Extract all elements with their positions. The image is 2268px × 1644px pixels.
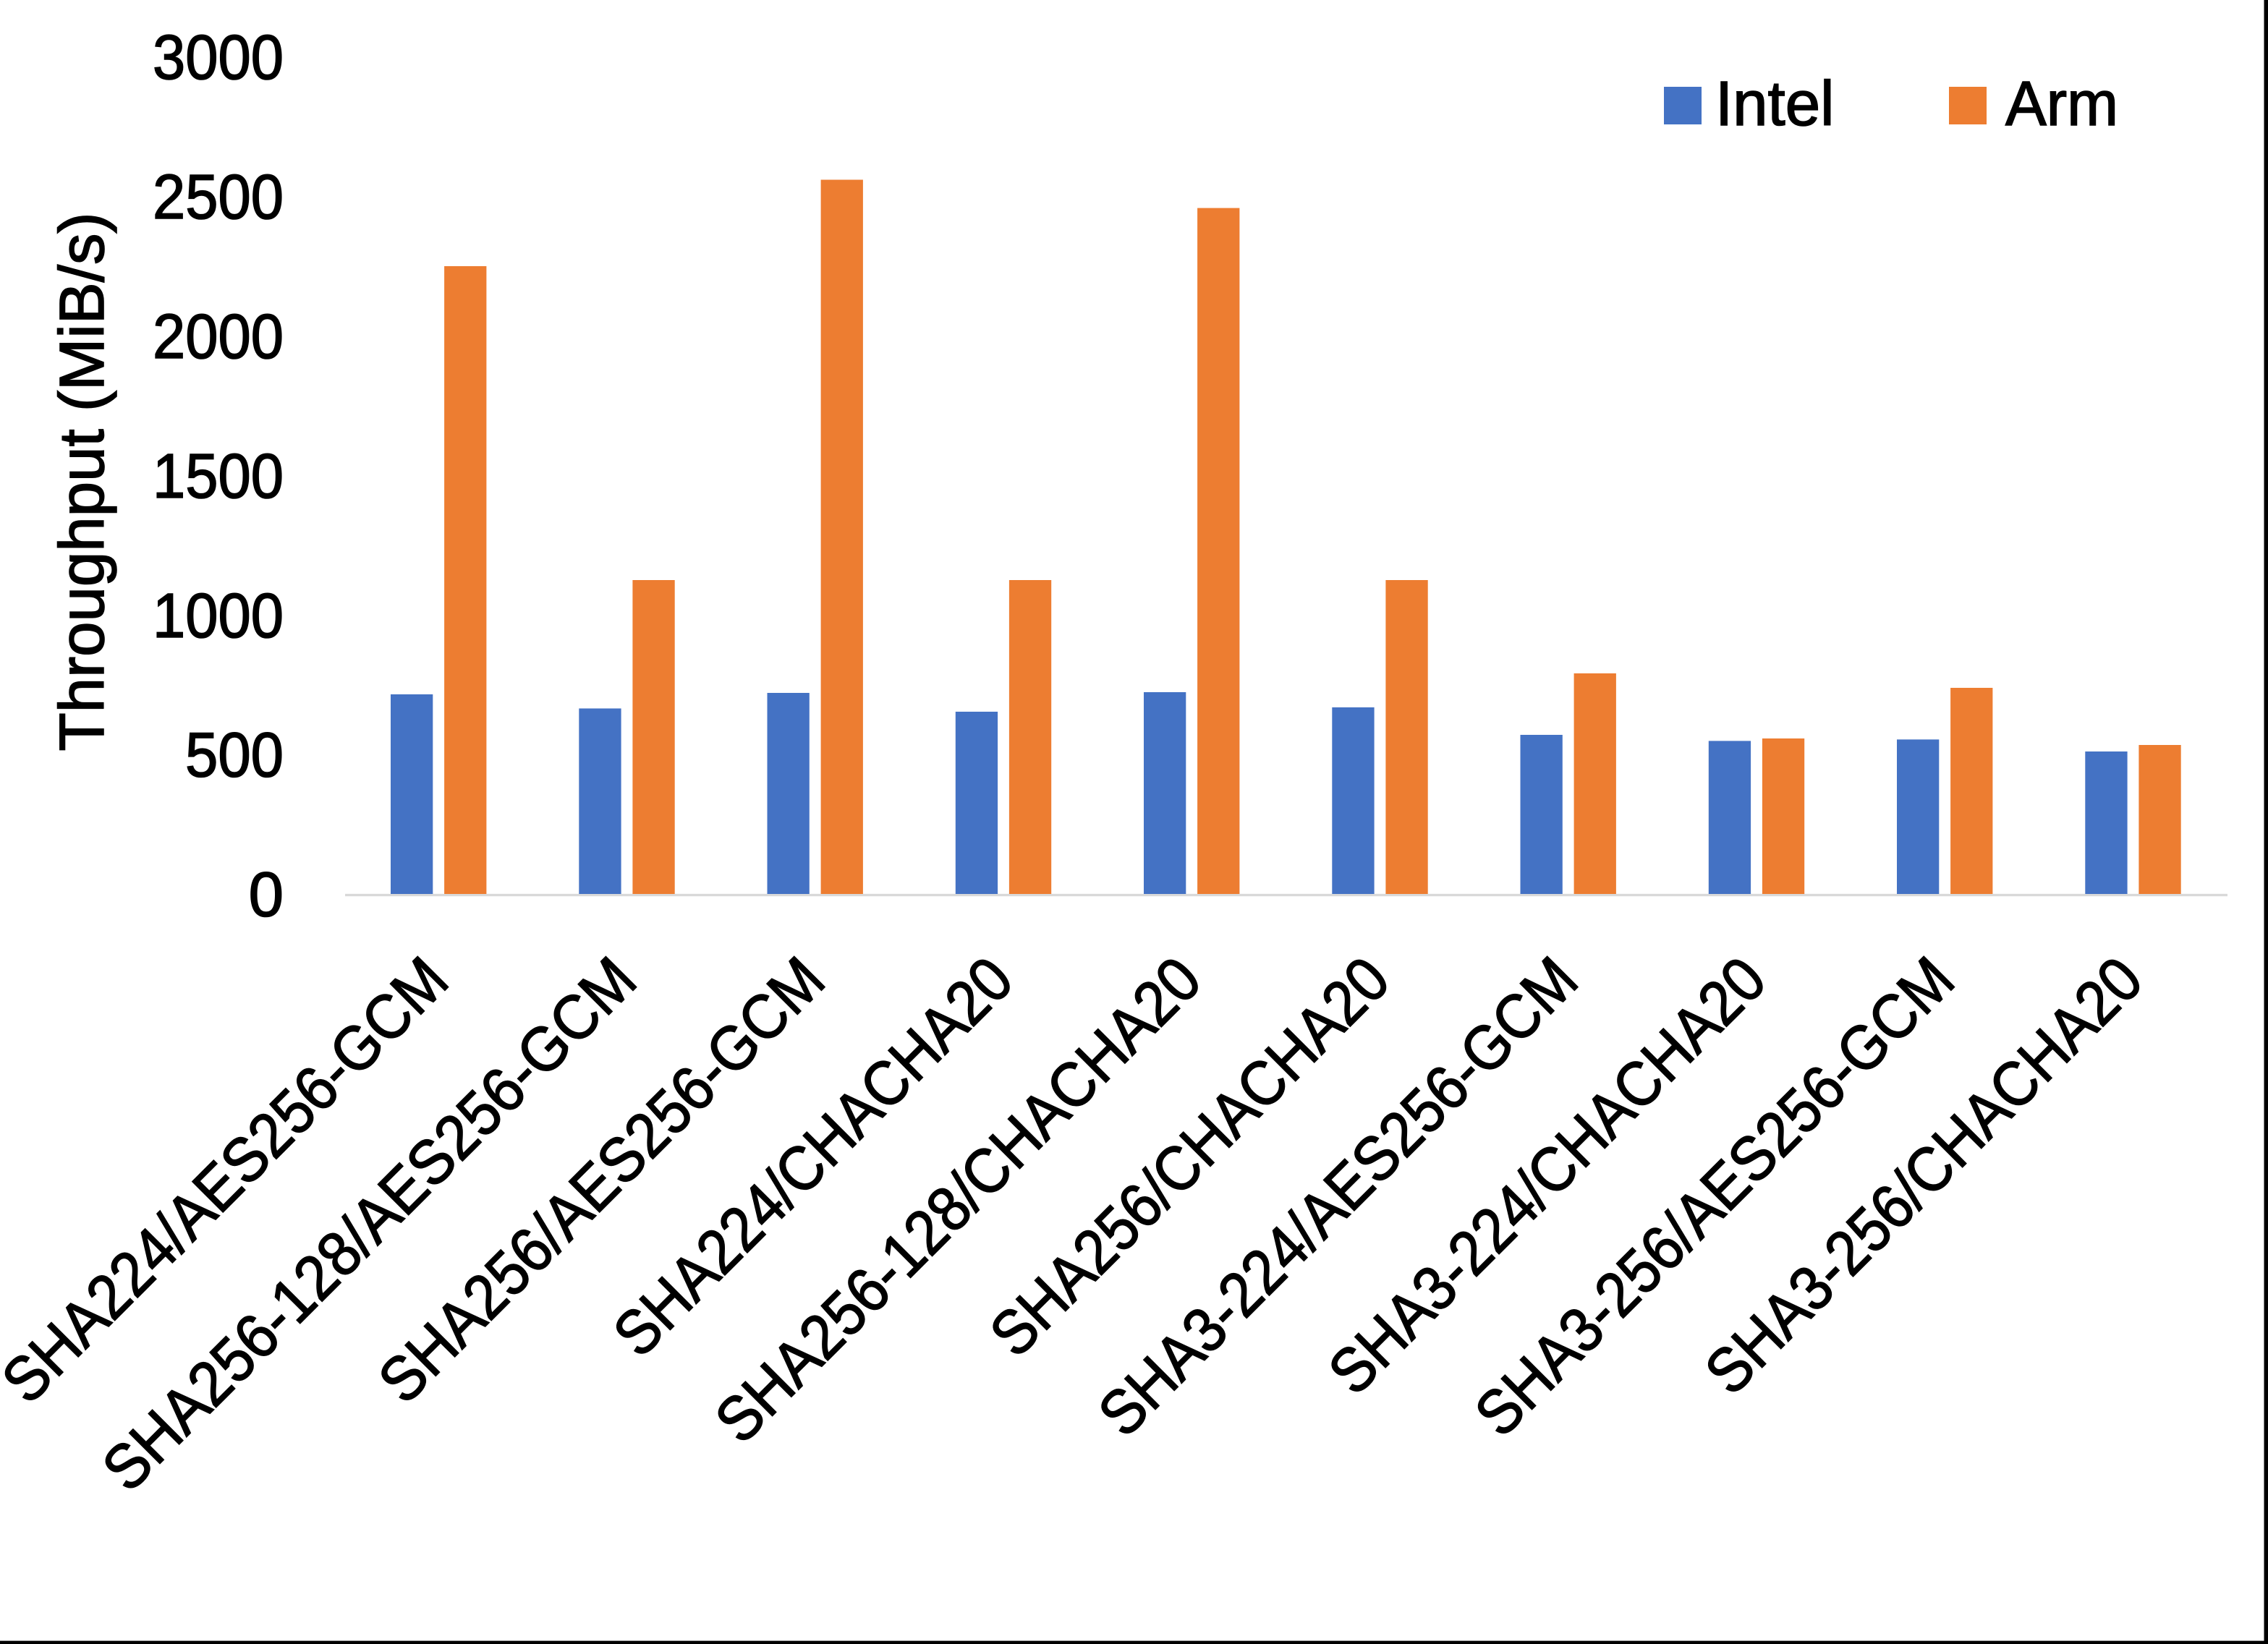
svg-text:Throughput (MiB/s): Throughput (MiB/s) [47,213,117,751]
svg-text:Intel: Intel [1715,69,1834,139]
svg-text:0: 0 [249,860,284,930]
svg-text:3000: 3000 [153,22,284,93]
svg-text:Arm: Arm [2005,69,2118,139]
svg-text:1000: 1000 [153,581,284,651]
svg-text:2000: 2000 [153,302,284,372]
svg-text:2500: 2500 [153,162,284,232]
svg-text:1500: 1500 [153,441,284,511]
svg-text:500: 500 [185,720,284,791]
